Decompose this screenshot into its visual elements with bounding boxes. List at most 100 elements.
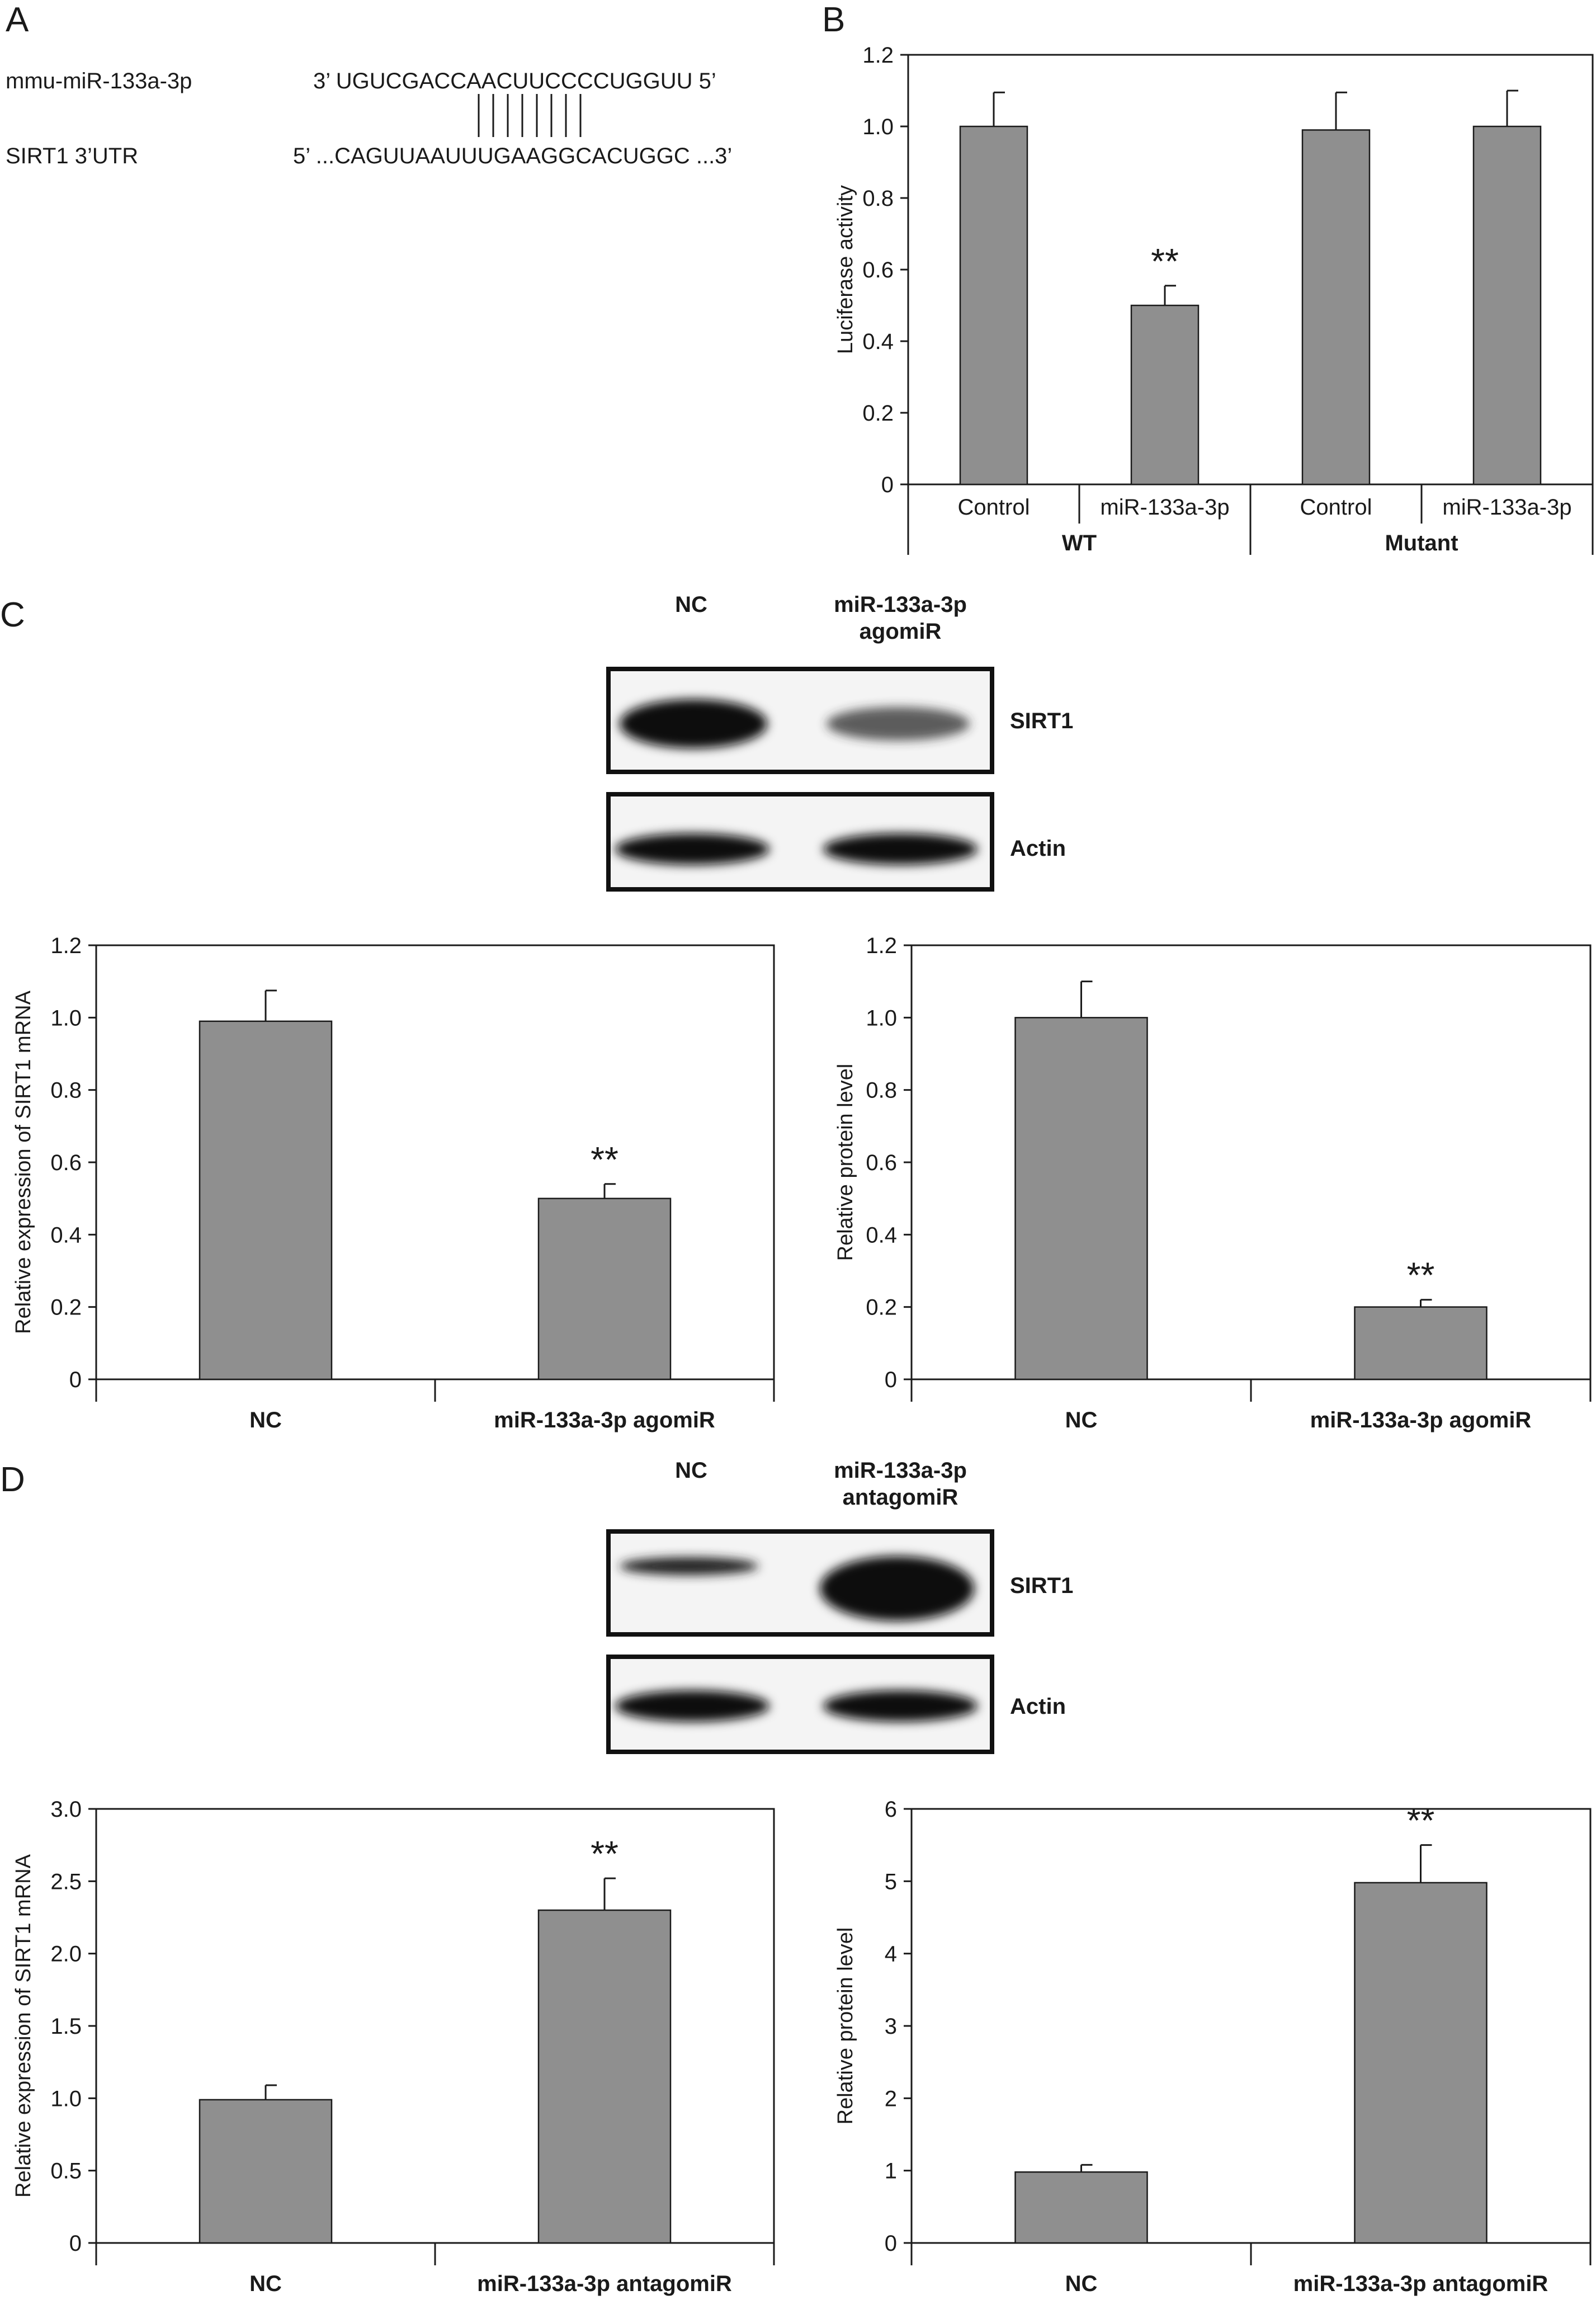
bar-2 xyxy=(1130,304,1200,486)
x-tick-label: Control xyxy=(1300,495,1372,520)
y-tick-label: 0.4 xyxy=(866,1223,897,1247)
y-tick-label: 1.0 xyxy=(862,115,894,139)
x-tick-label: NC xyxy=(249,2271,282,2296)
band-sirt1-nc xyxy=(620,699,767,748)
significance-mark: ** xyxy=(1407,1255,1435,1295)
y-tick-label: 2 xyxy=(885,2086,897,2111)
bar-1 xyxy=(199,2099,333,2244)
y-tick-label: 1.2 xyxy=(866,934,897,958)
x-tick-label: miR-133a-3p agomiR xyxy=(494,1408,715,1432)
y-tick-label: 0.8 xyxy=(866,1078,897,1103)
y-tick-label: 1.0 xyxy=(50,1006,82,1030)
bar-2 xyxy=(1354,1882,1488,2244)
blot-c-sirt1-membrane xyxy=(606,667,994,774)
blot-d-lane-nc: NC xyxy=(675,1458,707,1483)
y-tick-label: 5 xyxy=(885,1869,897,1894)
band-actin-nc xyxy=(615,833,769,865)
band-actin-agomir xyxy=(823,833,978,865)
y-tick-label: 0 xyxy=(69,1368,82,1392)
band-actin-nc-d xyxy=(615,1690,769,1722)
panel-label-d: D xyxy=(0,1460,25,1499)
y-tick-label: 0.6 xyxy=(866,1151,897,1175)
chart-d-protein: 0 1 2 3 4 5 6 Relative protein level ** NC miR-133… xyxy=(834,1797,1592,2296)
panel-label-c: C xyxy=(0,596,25,634)
y-tick-label: 0 xyxy=(881,473,894,497)
x-tick-label: miR-133a-3p antagomiR xyxy=(477,2271,732,2296)
y-tick-label: 1.0 xyxy=(866,1006,897,1030)
bar-2 xyxy=(537,1198,672,1380)
blot-d-sirt1-membrane xyxy=(606,1529,994,1637)
significance-mark: ** xyxy=(591,1139,618,1180)
plot-frame xyxy=(95,944,775,1380)
y-tick-label: 1.2 xyxy=(862,43,894,68)
plot-frame xyxy=(910,944,1592,1380)
y-axis-label: Luciferase activity xyxy=(834,185,857,354)
y-tick-label: 2.5 xyxy=(50,1869,82,1894)
y-axis-label: Relative expression of SIRT1 mRNA xyxy=(12,990,35,1334)
target-name: SIRT1 3’UTR xyxy=(6,144,138,168)
x-tick-label: NC xyxy=(1065,1408,1098,1432)
chart-d-mrna: 0 0.5 1.0 1.5 2.0 2.5 3.0 Relative expression o… xyxy=(12,1797,775,2296)
significance-mark: ** xyxy=(1407,1801,1435,1841)
mirna-sequence: 3’ UGUCGACCAACUUCCCCUGGUU 5’ xyxy=(313,69,716,93)
y-tick-label: 0.6 xyxy=(862,258,894,282)
blot-d-lane-treat-1: miR-133a-3p xyxy=(834,1458,967,1483)
y-tick-label: 3 xyxy=(885,2014,897,2039)
x-tick-label: NC xyxy=(249,1408,282,1432)
chart-luciferase: 0 0.2 0.4 0.6 0.8 1.0 1.2 Luciferase activity **… xyxy=(834,43,1594,555)
x-tick-label: Control xyxy=(958,495,1030,520)
band-sirt1-agomir xyxy=(827,707,970,741)
seed-pairing-lines xyxy=(478,94,582,137)
bar-3 xyxy=(1301,129,1371,486)
bar-1 xyxy=(1014,1017,1148,1380)
x-tick-label: miR-133a-3p antagomiR xyxy=(1293,2271,1548,2296)
band-actin-antagomir xyxy=(823,1690,978,1722)
y-tick-label: 0 xyxy=(69,2231,82,2256)
x-group-label: Mutant xyxy=(1385,531,1458,555)
panel-label-a: A xyxy=(6,1,29,39)
y-tick-label: 0 xyxy=(885,2231,897,2256)
bar-4 xyxy=(1472,125,1542,486)
plot-frame xyxy=(95,1808,775,2244)
chart-c-protein: 0 0.2 0.4 0.6 0.8 1.0 1.2 Relative protein leve… xyxy=(834,934,1592,1432)
x-tick-label: miR-133a-3p xyxy=(1442,495,1571,520)
x-tick-label: miR-133a-3p agomiR xyxy=(1310,1408,1532,1432)
y-tick-label: 1.0 xyxy=(50,2086,82,2111)
blot-d-lane-treat-2: antagomiR xyxy=(843,1485,958,1510)
blot-c-label-actin: Actin xyxy=(1010,836,1066,861)
bar-2 xyxy=(1354,1306,1488,1380)
blot-c-lane-nc: NC xyxy=(675,592,707,617)
western-blot-d: NC miR-133a-3p antagomiR SIRT1 Actin xyxy=(606,1458,1073,1754)
y-tick-label: 4 xyxy=(885,1942,897,1967)
y-axis-label: Relative protein level xyxy=(834,1927,857,2125)
mirna-name: mmu-miR-133a-3p xyxy=(6,69,192,93)
x-tick-label: NC xyxy=(1065,2271,1098,2296)
target-sequence: 5’ ...CAGUUAAUUUGAAGGCACUGGC ...3’ xyxy=(293,144,732,168)
blot-d-label-actin: Actin xyxy=(1010,1694,1066,1719)
plot-frame xyxy=(910,1808,1592,2244)
bar-1 xyxy=(199,1020,333,1380)
band-sirt1-antagomir xyxy=(820,1556,974,1621)
chart-c-mrna: 0 0.2 0.4 0.6 0.8 1.0 1.2 Relative expression o… xyxy=(12,934,775,1432)
blot-c-actin-membrane xyxy=(606,792,994,892)
y-tick-label: 0.6 xyxy=(50,1151,82,1175)
y-tick-label: 0.5 xyxy=(50,2159,82,2184)
band-sirt1-nc-d xyxy=(620,1557,758,1575)
blot-d-actin-membrane xyxy=(606,1655,994,1754)
x-tick-label: miR-133a-3p xyxy=(1100,495,1229,520)
y-tick-label: 0.8 xyxy=(862,186,894,211)
bar-1 xyxy=(959,125,1028,486)
western-blot-c: NC miR-133a-3p agomiR SIRT1 Actin xyxy=(606,592,1073,892)
y-tick-label: 0.2 xyxy=(862,401,894,426)
significance-mark: ** xyxy=(591,1834,618,1874)
y-tick-label: 3.0 xyxy=(50,1797,82,1822)
panel-label-b: B xyxy=(822,1,845,39)
y-tick-label: 0.2 xyxy=(50,1295,82,1320)
y-tick-label: 6 xyxy=(885,1797,897,1822)
y-tick-label: 0.8 xyxy=(50,1078,82,1103)
y-tick-label: 0.4 xyxy=(50,1223,82,1247)
x-group-label: WT xyxy=(1062,531,1097,555)
blot-d-label-sirt1: SIRT1 xyxy=(1010,1573,1073,1598)
y-tick-label: 0 xyxy=(885,1368,897,1392)
